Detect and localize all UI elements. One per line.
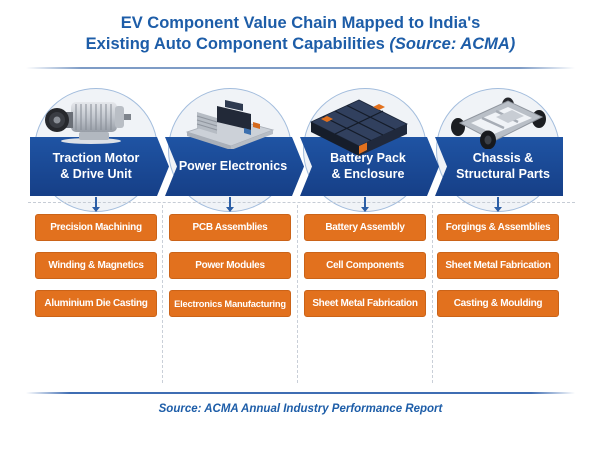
capability-box: Cell Components <box>304 252 426 279</box>
title-divider <box>26 67 575 69</box>
capability-box: PCB Assemblies <box>169 214 291 241</box>
capability-box: Casting & Moulding <box>437 290 559 317</box>
capability-box: Power Modules <box>169 252 291 279</box>
battery-pack-image <box>310 99 408 156</box>
banner-segment <box>435 137 563 196</box>
capabilities-power-electronics: PCB Assemblies Power Modules Electronics… <box>169 214 291 328</box>
title-line2: Existing Auto Component Capabilities (So… <box>85 35 516 53</box>
title-line1: EV Component Value Chain Mapped to India… <box>120 14 481 32</box>
banner-segment <box>30 137 169 196</box>
banner-segment <box>300 137 439 196</box>
segment-header-battery-pack: Battery Pack & Enclosure <box>330 151 406 181</box>
banner-segment <box>165 137 304 196</box>
power-electronics-image <box>185 100 275 149</box>
capability-box: Battery Assembly <box>304 214 426 241</box>
capability-box: Sheet Metal Fabrication <box>304 290 426 317</box>
capabilities-traction-motor: Precision Machining Winding & Magnetics … <box>35 214 157 328</box>
segment-header-chassis: Chassis & Structural Parts <box>456 151 550 181</box>
down-arrow-icon <box>361 197 369 212</box>
capability-box: Aluminium Die Casting <box>35 290 157 317</box>
capability-box: Precision Machining <box>35 214 157 241</box>
chassis-image <box>451 97 546 149</box>
capabilities-chassis: Forgings & Assemblies Sheet Metal Fabric… <box>437 214 559 328</box>
column-divider <box>297 205 298 383</box>
column-divider <box>432 205 433 383</box>
down-arrow-icon <box>494 197 502 212</box>
segment-header-power-electronics: Power Electronics <box>178 158 288 173</box>
horizontal-dashed-guide <box>28 202 575 203</box>
title-source-note: (Source: ACMA) <box>389 35 516 53</box>
segment-header-traction-motor: Traction Motor & Drive Unit <box>52 151 140 181</box>
source-note: Source: ACMA Annual Industry Performance… <box>158 403 443 415</box>
capabilities-battery-pack: Battery Assembly Cell Components Sheet M… <box>304 214 426 328</box>
traction-motor-image <box>45 102 131 144</box>
capability-box: Forgings & Assemblies <box>437 214 559 241</box>
capability-box: Sheet Metal Fabrication <box>437 252 559 279</box>
footer-divider <box>26 392 575 394</box>
value-chain-banner <box>30 137 563 196</box>
column-divider <box>162 205 163 383</box>
page-title: EV Component Value Chain Mapped to India… <box>0 13 601 55</box>
down-arrow-icon <box>92 197 100 212</box>
capability-box: Winding & Magnetics <box>35 252 157 279</box>
capability-box: Electronics Manufacturing <box>169 290 291 317</box>
down-arrow-icon <box>226 197 234 212</box>
